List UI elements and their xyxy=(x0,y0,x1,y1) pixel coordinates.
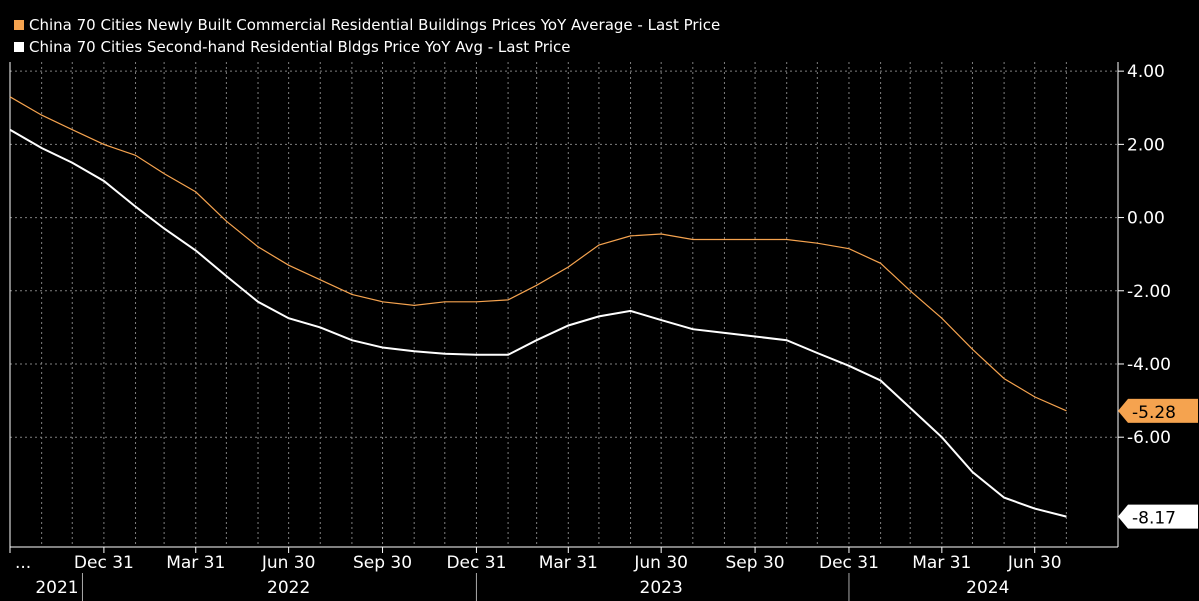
y-tick-label: 2.00 xyxy=(1127,135,1165,155)
y-tick-label: -4.00 xyxy=(1127,355,1171,375)
y-tick-label: -2.00 xyxy=(1127,282,1171,302)
x-tick-label: Jun 30 xyxy=(633,553,688,573)
x-tick-label: Dec 31 xyxy=(446,553,506,573)
last-value-label: -8.17 xyxy=(1132,509,1176,529)
year-label: 2021 xyxy=(35,578,78,598)
last-value-tag-arrow xyxy=(1118,504,1128,529)
legend-label-second-hand: China 70 Cities Second-hand Residential … xyxy=(29,38,571,56)
legend-label-newly-built: China 70 Cities Newly Built Commercial R… xyxy=(29,16,721,34)
legend-item-second-hand: China 70 Cities Second-hand Residential … xyxy=(14,36,720,58)
last-value-tag-arrow xyxy=(1118,398,1128,423)
year-label: 2022 xyxy=(267,578,310,598)
x-tick-label: Mar 31 xyxy=(912,553,971,573)
series-line-second-hand xyxy=(9,128,1067,518)
x-tick-label: Mar 31 xyxy=(166,553,225,573)
legend-swatch-white xyxy=(14,42,24,52)
x-tick-label: Sep 30 xyxy=(726,553,785,573)
series-line-newly-built xyxy=(9,96,1067,412)
legend-swatch-orange xyxy=(14,20,24,30)
year-label: 2023 xyxy=(640,578,683,598)
x-tick-label: Dec 31 xyxy=(819,553,879,573)
x-tick-label: ... xyxy=(15,553,31,573)
x-tick-label: Jun 30 xyxy=(261,553,316,573)
x-tick-label: Dec 31 xyxy=(74,553,134,573)
y-tick-label: 4.00 xyxy=(1127,62,1165,82)
legend: China 70 Cities Newly Built Commercial R… xyxy=(14,14,720,58)
y-tick-label: 0.00 xyxy=(1127,209,1165,229)
x-tick-label: Mar 31 xyxy=(539,553,598,573)
x-tick-label: Sep 30 xyxy=(353,553,412,573)
year-label: 2024 xyxy=(966,578,1009,598)
x-tick-label: Jun 30 xyxy=(1007,553,1062,573)
legend-item-newly-built: China 70 Cities Newly Built Commercial R… xyxy=(14,14,720,36)
y-tick-label: -6.00 xyxy=(1127,428,1171,448)
last-value-tag xyxy=(1128,504,1198,529)
last-value-label: -5.28 xyxy=(1132,403,1176,423)
last-value-tag xyxy=(1128,398,1198,423)
